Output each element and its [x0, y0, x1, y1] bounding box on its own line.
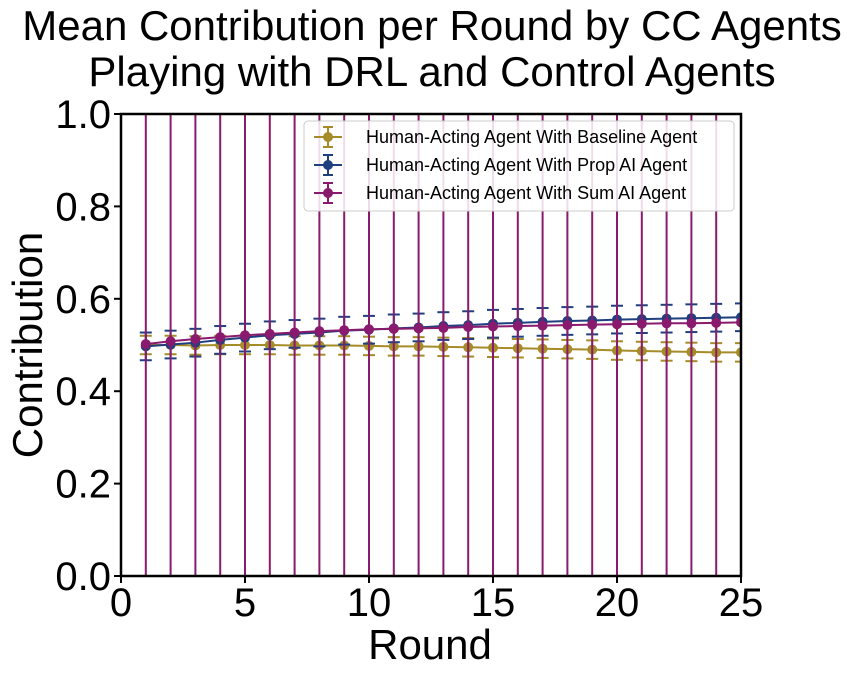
data-point: [240, 330, 250, 341]
data-point: [463, 321, 474, 332]
data-point: [388, 323, 399, 334]
plot-area: [139, 114, 741, 576]
data-point: [661, 318, 672, 329]
data-point: [215, 332, 226, 343]
data-point: [636, 318, 647, 329]
legend-item-2: Human-Acting Agent With Prop AI Agent: [314, 154, 687, 176]
legend-label: Human-Acting Agent With Baseline Agent: [366, 127, 697, 147]
x-tick-label: 10: [347, 581, 392, 625]
legend-label: Human-Acting Agent With Sum AI Agent: [366, 183, 686, 203]
axes: 0 5 10 15 20 25 0.0 0.2 0.4 0.6 0.8 1.0: [55, 93, 763, 625]
data-point: [289, 327, 300, 338]
legend-box: [303, 120, 735, 212]
data-point: [711, 317, 722, 328]
legend: Human-Acting Agent With Baseline Agent Hu…: [303, 120, 735, 212]
x-tick-label: 5: [234, 581, 256, 625]
data-point: [339, 325, 350, 336]
data-point: [438, 322, 449, 333]
data-point: [413, 323, 424, 334]
x-tick-label: 20: [595, 581, 640, 625]
x-tick-label: 15: [471, 581, 516, 625]
data-point: [537, 320, 548, 331]
data-point: [562, 320, 573, 331]
data-point: [264, 328, 275, 339]
y-tick-label: 0.8: [55, 185, 111, 229]
legend-item-1: Human-Acting Agent With Baseline Agent: [314, 126, 697, 148]
data-point: [488, 321, 498, 332]
y-tick-label: 0.0: [55, 555, 111, 599]
data-point: [140, 339, 151, 350]
data-point: [686, 318, 697, 329]
x-axis-label: Round: [368, 621, 492, 668]
legend-label: Human-Acting Agent With Prop AI Agent: [366, 155, 687, 175]
y-tick-label: 1.0: [55, 93, 111, 137]
data-point: [587, 319, 598, 330]
chart-title-line-2: Playing with DRL and Control Agents: [88, 48, 775, 95]
y-tick-label: 0.4: [55, 370, 111, 414]
data-point: [512, 321, 523, 332]
y-tick-label: 0.6: [55, 278, 111, 322]
x-tick-label: 0: [110, 581, 132, 625]
data-point: [364, 324, 374, 335]
axes-frame: [119, 112, 743, 578]
y-tick-label: 0.2: [55, 463, 111, 507]
legend-marker: [323, 132, 333, 142]
y-axis-label: Contribution: [4, 232, 51, 458]
chart-title-line-1: Mean Contribution per Round by CC Agents: [22, 2, 841, 49]
data-point: [190, 333, 201, 344]
data-point: [612, 319, 622, 330]
legend-marker: [323, 160, 333, 170]
legend-marker: [323, 188, 333, 198]
legend-item-3: Human-Acting Agent With Sum AI Agent: [314, 182, 686, 204]
x-tick-label: 25: [719, 581, 764, 625]
series-3: [140, 114, 741, 576]
data-point: [314, 326, 325, 337]
data-point: [165, 336, 176, 347]
